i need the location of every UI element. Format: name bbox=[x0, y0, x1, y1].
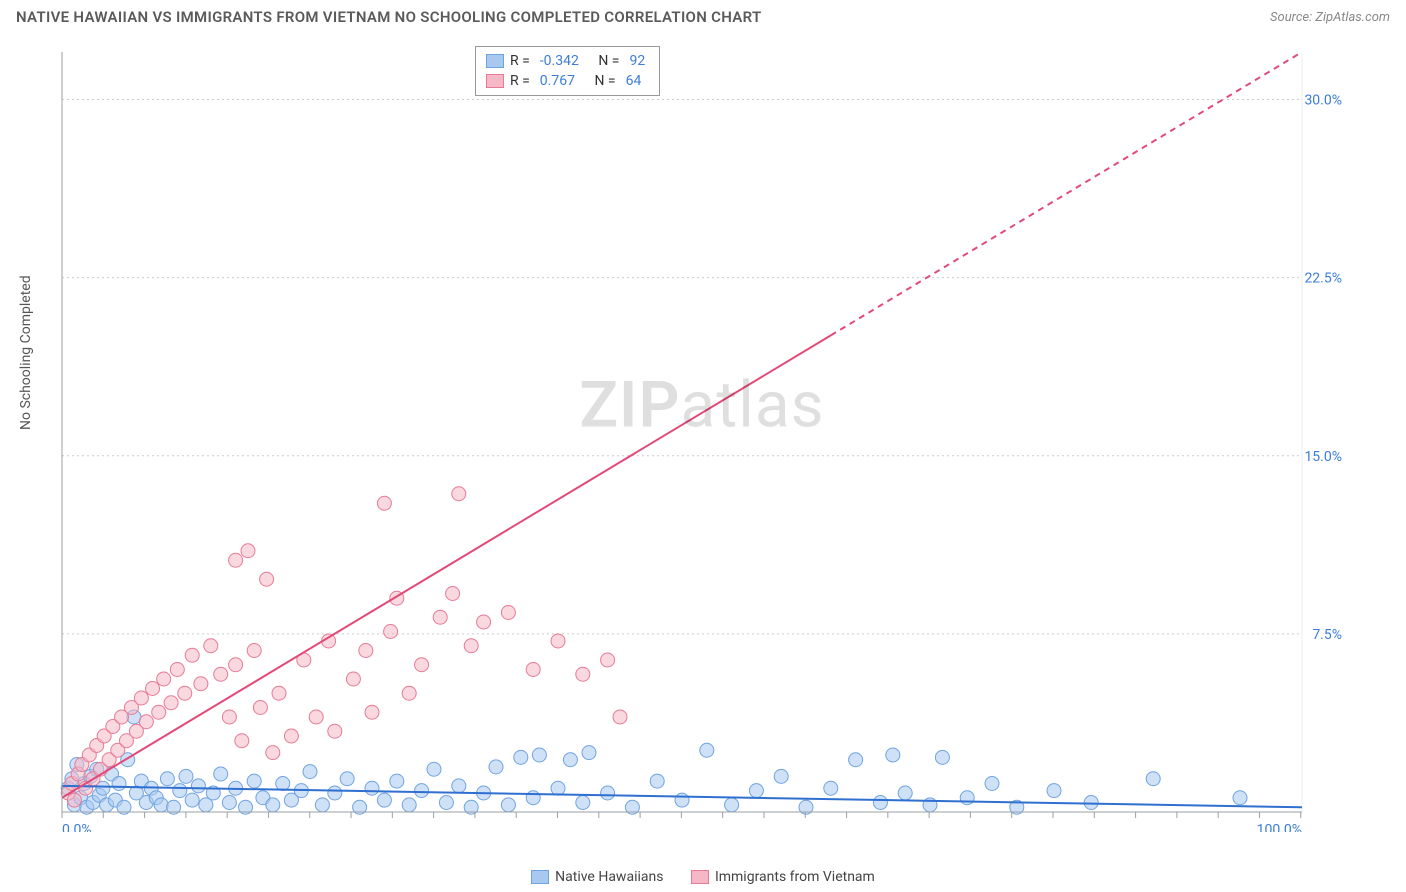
legend-label: Immigrants from Vietnam bbox=[715, 869, 875, 885]
legend-item: Immigrants from Vietnam bbox=[691, 869, 875, 885]
r-value: 0.767 bbox=[540, 73, 575, 89]
svg-text:7.5%: 7.5% bbox=[1312, 627, 1342, 643]
n-value: 92 bbox=[629, 53, 645, 69]
source-attribution: Source: ZipAtlas.com bbox=[1270, 10, 1390, 25]
series-legend: Native Hawaiians Immigrants from Vietnam bbox=[0, 869, 1406, 888]
svg-text:100.0%: 100.0% bbox=[1257, 822, 1302, 832]
legend-item: Native Hawaiians bbox=[531, 869, 663, 885]
legend-label: Native Hawaiians bbox=[555, 869, 663, 885]
r-value: -0.342 bbox=[540, 53, 579, 69]
svg-text:0.0%: 0.0% bbox=[62, 822, 92, 832]
svg-text:30.0%: 30.0% bbox=[1304, 93, 1342, 109]
svg-text:22.5%: 22.5% bbox=[1304, 271, 1342, 287]
scatter-chart: 7.5% 15.0% 22.5% 30.0% 0.0% 100.0% bbox=[52, 42, 1352, 832]
legend-swatch bbox=[486, 54, 504, 68]
legend-swatch bbox=[486, 74, 504, 88]
chart-container: 7.5%15.0%22.5%30.0%0.0%100.0% ZIPatlas bbox=[52, 42, 1352, 832]
n-value: 64 bbox=[626, 73, 642, 89]
chart-header: NATIVE HAWAIIAN VS IMMIGRANTS FROM VIETN… bbox=[0, 0, 1406, 30]
stats-legend-row: R = 0.767 N = 64 bbox=[486, 71, 649, 91]
legend-swatch bbox=[691, 870, 709, 884]
chart-title: NATIVE HAWAIIAN VS IMMIGRANTS FROM VIETN… bbox=[16, 8, 762, 26]
legend-swatch bbox=[531, 870, 549, 884]
stats-legend: R = -0.342 N = 92 R = 0.767 N = 64 bbox=[475, 46, 660, 96]
y-axis-label: No Schooling Completed bbox=[18, 275, 34, 430]
svg-text:15.0%: 15.0% bbox=[1304, 449, 1342, 465]
stats-legend-row: R = -0.342 N = 92 bbox=[486, 51, 649, 71]
